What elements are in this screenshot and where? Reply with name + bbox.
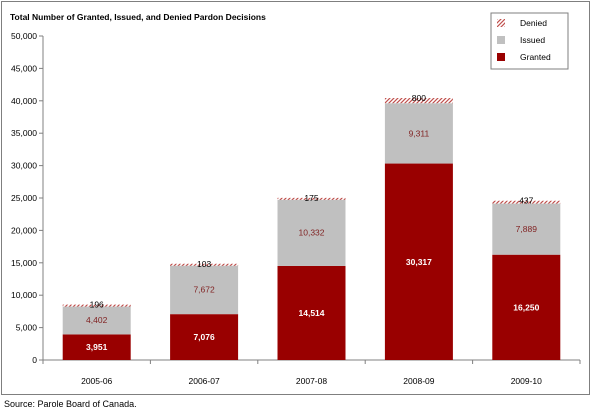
legend-swatch-granted: [497, 53, 505, 61]
x-tick-label: 2005-06: [81, 376, 112, 386]
x-tick-label: 2009-10: [511, 376, 542, 386]
data-label-denied: 196: [90, 300, 104, 310]
y-tick-label: 45,000: [11, 63, 37, 73]
bar-issued: [384, 103, 453, 164]
bars: 3,951 4,402 196 7,076 7,672 103 14,514 10,332 17…: [62, 93, 561, 360]
data-label-granted: 16,250: [513, 302, 539, 312]
data-label-granted: 3,951: [86, 342, 108, 352]
x-tick-label: 2006-07: [188, 376, 219, 386]
axes: 0 5,000 10,000 15,000 20,000 25,000 30,000 35,0…: [11, 31, 581, 386]
bar-issued: [170, 264, 239, 315]
bar-granted: [384, 163, 453, 360]
data-label-granted: 30,317: [406, 257, 432, 267]
y-tick-label: 15,000: [11, 258, 37, 268]
data-label-denied: 437: [519, 196, 533, 206]
data-label-denied: 800: [412, 93, 426, 103]
y-tick-label: 25,000: [11, 193, 37, 203]
bar-issued: [277, 198, 346, 266]
bar-granted: [277, 265, 346, 360]
bar-granted: [170, 314, 239, 360]
bar-granted: [492, 254, 561, 360]
source-note: Source: Parole Board of Canada.: [4, 399, 137, 409]
bar-denied: [384, 98, 453, 104]
bar-denied: [62, 304, 131, 307]
data-label-issued: 9,311: [409, 128, 430, 138]
bar-denied: [277, 197, 346, 200]
data-label-issued: 10,332: [299, 227, 325, 237]
data-label-granted: 7,076: [193, 332, 215, 342]
bar-granted: [62, 334, 131, 360]
y-tick-label: 10,000: [11, 290, 37, 300]
stacked-bar-chart: Total Number of Granted, Issued, and Den…: [10, 12, 581, 386]
y-tick-label: 20,000: [11, 225, 37, 235]
legend-label-granted: Granted: [520, 52, 551, 62]
bar-issued: [492, 203, 561, 255]
data-label-denied: 175: [304, 193, 318, 203]
bar-issued: [62, 305, 131, 335]
chart-title: Total Number of Granted, Issued, and Den…: [10, 12, 266, 22]
data-label-issued: 7,672: [193, 284, 215, 294]
y-tick-label: 30,000: [11, 161, 37, 171]
x-tick-label: 2007-08: [296, 376, 327, 386]
y-tick-label: 40,000: [11, 96, 37, 106]
y-tick-label: 35,000: [11, 128, 37, 138]
bar-denied: [170, 263, 239, 266]
legend-label-denied: Denied: [520, 18, 547, 28]
legend: Denied Issued Granted: [490, 12, 569, 70]
x-tick-label: 2008-09: [403, 376, 434, 386]
data-label-granted: 14,514: [299, 308, 325, 318]
data-label-issued: 7,889: [516, 224, 538, 234]
data-label-issued: 4,402: [86, 315, 108, 325]
y-tick-label: 5,000: [16, 323, 38, 333]
y-tick-label: 50,000: [11, 31, 37, 41]
legend-swatch-issued: [497, 36, 505, 44]
bar-denied: [492, 200, 561, 204]
y-tick-label: 0: [32, 355, 37, 365]
legend-swatch-denied: [497, 19, 505, 27]
legend-label-issued: Issued: [520, 35, 545, 45]
data-label-denied: 103: [197, 259, 211, 269]
